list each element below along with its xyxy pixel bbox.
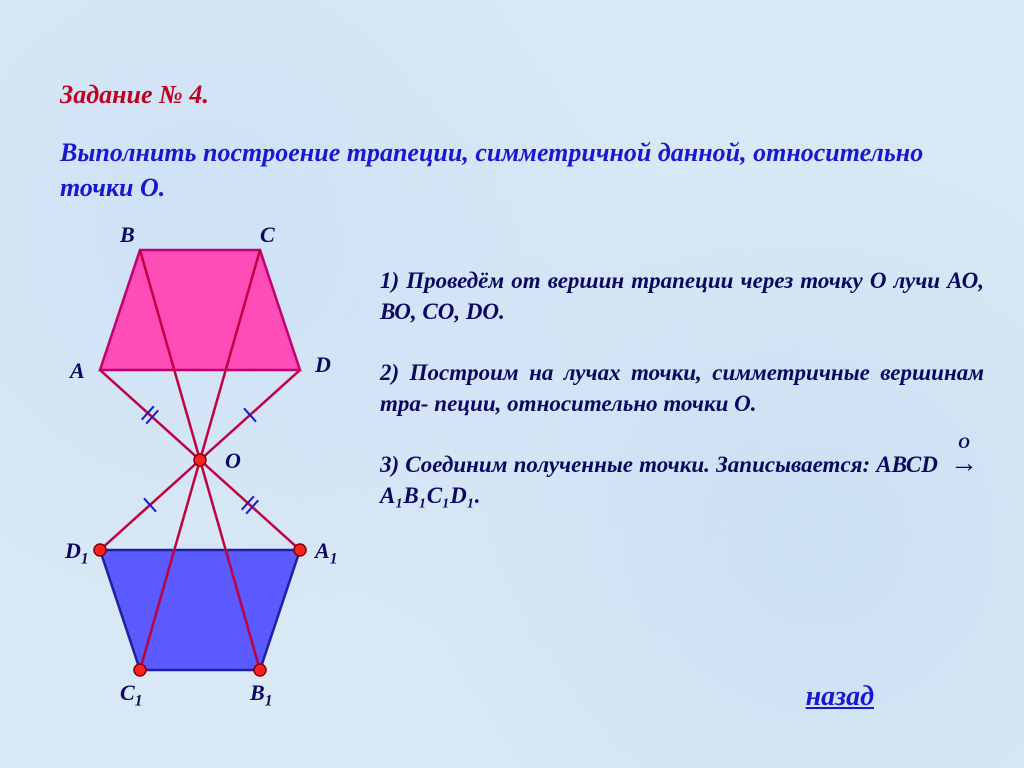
- step-2: 2) Построим на лучах точки, симметричные…: [380, 357, 984, 419]
- back-link[interactable]: назад: [806, 681, 874, 713]
- step-3: 3) Соединим полученные точки. Записывает…: [380, 449, 984, 511]
- label-A1: A1: [315, 538, 337, 568]
- label-C: C: [260, 222, 275, 248]
- geometry-svg: [40, 230, 360, 730]
- step-1: 1) Проведём от вершин трапеции через точ…: [380, 265, 984, 327]
- label-B1: B1: [250, 680, 272, 710]
- task-subtitle: Выполнить построение трапеции, симметрич…: [60, 135, 964, 205]
- steps: 1) Проведём от вершин трапеции через точ…: [380, 265, 984, 541]
- label-D: D: [315, 352, 331, 378]
- label-D1: D1: [65, 538, 89, 568]
- label-O: O: [225, 448, 241, 474]
- label-C1: C1: [120, 680, 142, 710]
- task-title: Задание № 4.: [60, 80, 209, 110]
- diagram: B C A D O D1 A1 C1 B1: [40, 230, 360, 730]
- label-A: A: [70, 358, 85, 384]
- label-B: B: [120, 222, 135, 248]
